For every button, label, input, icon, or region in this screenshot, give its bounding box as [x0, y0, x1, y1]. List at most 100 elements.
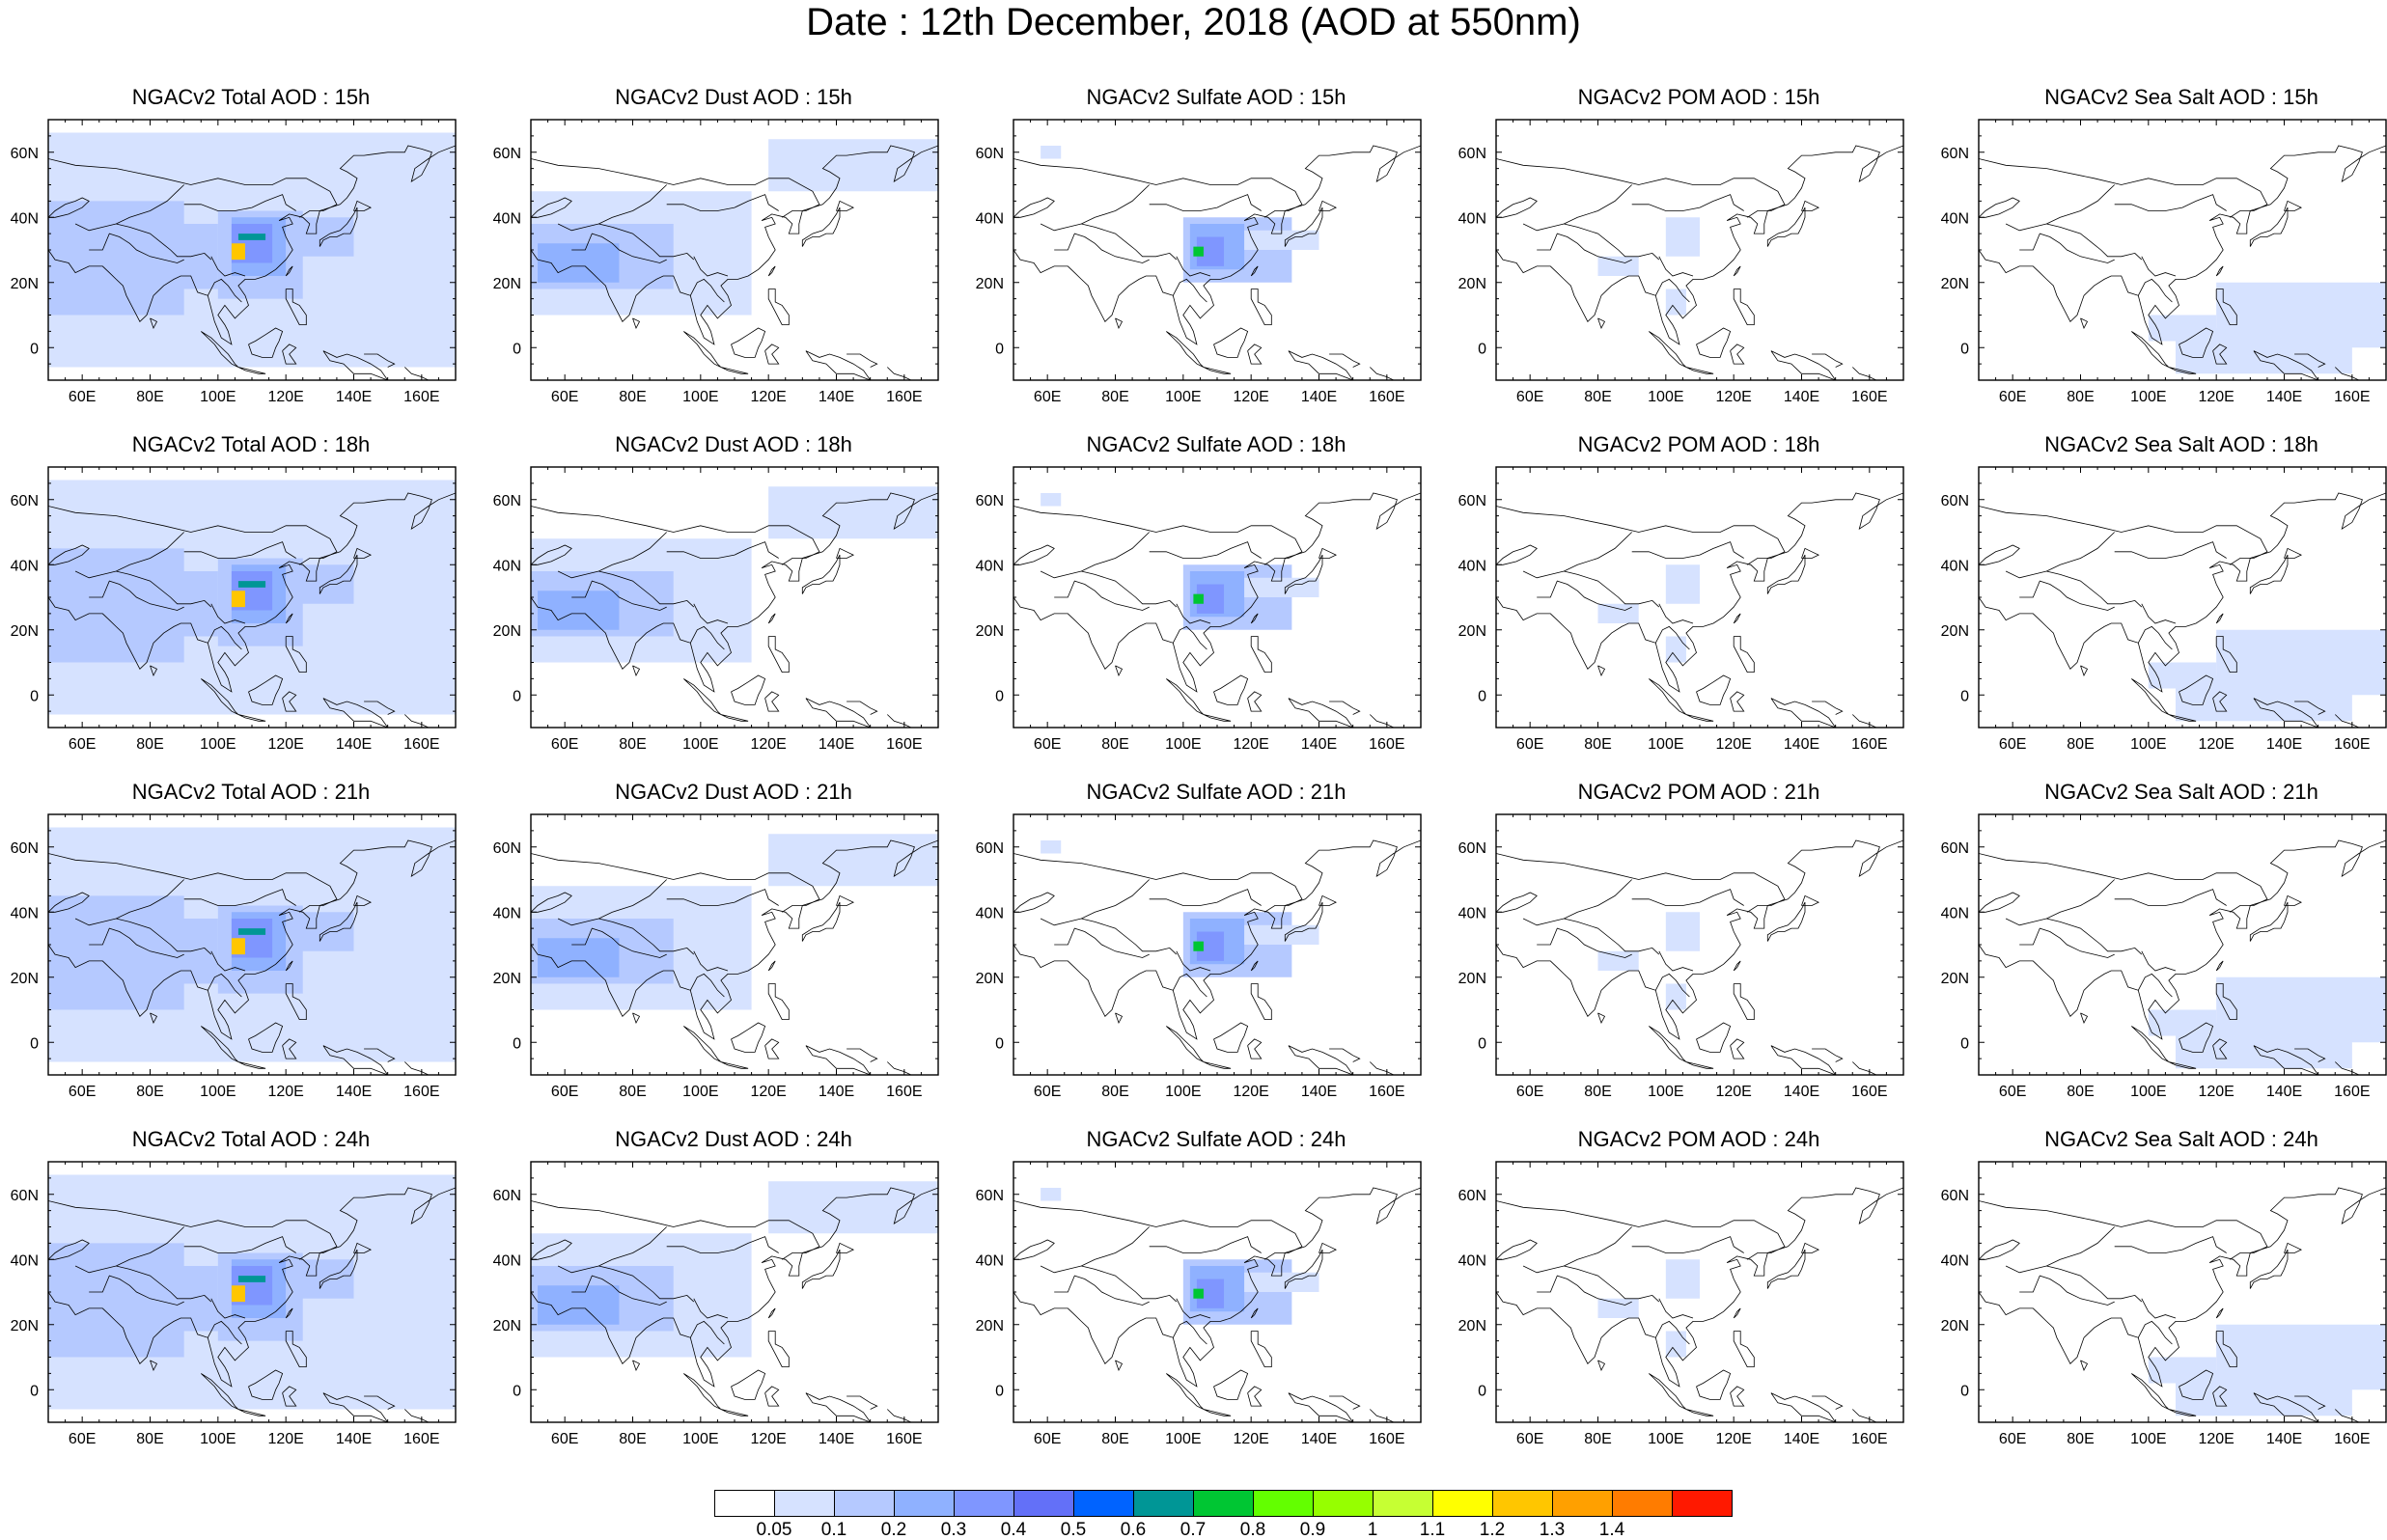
- lon-tick-label: 80E: [1584, 389, 1611, 405]
- lat-tick-label: 20N: [11, 276, 39, 292]
- lon-tick-label: 140E: [819, 736, 854, 753]
- aod-patch: [1193, 1288, 1204, 1299]
- lat-tick-label: 40N: [493, 1252, 521, 1269]
- map-panel: NGACv2 Sulfate AOD : 24h 60E 80E 100E 120E 14…: [975, 1127, 1457, 1474]
- lon-tick-label: 160E: [2334, 736, 2370, 753]
- lat-tick-label: 20N: [976, 971, 1004, 987]
- lat-tick-label: 40N: [493, 558, 521, 574]
- lon-tick-label: 60E: [1516, 389, 1543, 405]
- panel-title: NGACv2 Dust AOD : 21h: [615, 780, 852, 804]
- lon-tick-label: 120E: [1233, 1431, 1268, 1447]
- aod-map: 60E 80E 100E 120E 140E 160E 60N 40N 20N 0: [1458, 813, 1904, 1100]
- aod-patch: [1041, 146, 1062, 159]
- lon-tick-label: 80E: [619, 1084, 646, 1100]
- map-panel: NGACv2 POM AOD : 15h 60E 80E 100E 120E 140E 16…: [1457, 85, 1940, 432]
- colorbar-swatch: [1492, 1490, 1553, 1517]
- map-panel: NGACv2 Dust AOD : 18h 60E 80E 100E 120E 140E 1…: [492, 432, 975, 780]
- aod-map: 60E 80E 100E 120E 140E 160E 60N 40N 20N 0: [11, 119, 457, 405]
- panel-title: NGACv2 Sea Salt AOD : 18h: [2044, 432, 2318, 456]
- lat-tick-label: 0: [30, 1035, 39, 1052]
- lon-tick-label: 60E: [69, 389, 96, 405]
- aod-patch: [1665, 983, 1686, 1010]
- lon-tick-label: 80E: [1101, 389, 1128, 405]
- lon-tick-label: 60E: [551, 1431, 578, 1447]
- aod-patch: [768, 1181, 938, 1234]
- lon-tick-label: 140E: [819, 389, 854, 405]
- coastline-boundaries: [531, 1187, 938, 1422]
- lon-tick-label: 140E: [336, 1431, 372, 1447]
- lon-tick-label: 160E: [1851, 389, 1887, 405]
- coastline-boundaries: [1496, 492, 1903, 728]
- aod-shading: [1597, 1259, 1700, 1358]
- coastline-boundaries: [1496, 1187, 1903, 1422]
- panel-title: NGACv2 Dust AOD : 18h: [615, 432, 852, 456]
- aod-shading: [1041, 840, 1319, 977]
- aod-patch: [1041, 840, 1062, 854]
- lon-tick-label: 100E: [1648, 736, 1683, 753]
- aod-patch: [286, 564, 354, 604]
- aod-shading: [48, 480, 456, 715]
- aod-map: 60E 80E 100E 120E 140E 160E 60N 40N 20N 0: [976, 119, 1422, 405]
- panel-title: NGACv2 Total AOD : 24h: [131, 1127, 371, 1151]
- colorbar-label: 0.9: [1299, 1520, 1326, 1540]
- lon-tick-label: 140E: [2266, 1084, 2302, 1100]
- aod-patch: [1193, 246, 1204, 257]
- lon-tick-label: 160E: [1851, 736, 1887, 753]
- lat-tick-label: 60N: [976, 146, 1004, 162]
- lat-tick-label: 40N: [1941, 905, 1969, 921]
- map-panel: NGACv2 POM AOD : 21h 60E 80E 100E 120E 140E 16…: [1457, 780, 1940, 1127]
- aod-patch: [1244, 230, 1319, 250]
- aod-patch: [1665, 912, 1700, 951]
- lon-tick-label: 60E: [69, 1431, 96, 1447]
- lat-tick-label: 60N: [976, 493, 1004, 509]
- lat-tick-label: 60N: [976, 840, 1004, 857]
- lat-tick-label: 20N: [493, 623, 521, 640]
- lon-tick-label: 80E: [619, 389, 646, 405]
- lon-tick-label: 160E: [403, 389, 439, 405]
- lat-tick-label: 0: [995, 1035, 1004, 1052]
- colorbar-label: 1: [1367, 1520, 1378, 1540]
- aod-map: 60E 80E 100E 120E 140E 160E 60N 40N 20N 0: [1458, 119, 1904, 405]
- lon-tick-label: 140E: [1784, 1431, 1819, 1447]
- coastline-boundaries: [531, 145, 938, 380]
- lat-tick-label: 60N: [493, 493, 521, 509]
- aod-shading: [531, 139, 938, 316]
- map-panel: NGACv2 Total AOD : 15h 60E 80E 100E 120E 140E…: [10, 85, 492, 432]
- lon-tick-label: 120E: [2198, 1084, 2234, 1100]
- lon-tick-label: 60E: [1999, 389, 2026, 405]
- aod-patch: [237, 234, 266, 240]
- lat-tick-label: 20N: [976, 623, 1004, 640]
- lon-tick-label: 140E: [1784, 1084, 1819, 1100]
- aod-map: 60E 80E 100E 120E 140E 160E 60N 40N 20N 0: [1941, 466, 2387, 753]
- lat-tick-label: 20N: [976, 276, 1004, 292]
- lon-tick-label: 100E: [2130, 1084, 2166, 1100]
- lon-tick-label: 80E: [619, 736, 646, 753]
- lat-tick-label: 60N: [1458, 493, 1486, 509]
- lon-tick-label: 80E: [1101, 736, 1128, 753]
- lon-tick-label: 160E: [2334, 389, 2370, 405]
- colorbar-swatch: [1013, 1490, 1074, 1517]
- lat-tick-label: 20N: [976, 1318, 1004, 1334]
- panel-title: NGACv2 Total AOD : 21h: [131, 780, 371, 804]
- lon-tick-label: 100E: [682, 736, 718, 753]
- colorbar-swatch: [1073, 1490, 1134, 1517]
- map-panel: NGACv2 Sea Salt AOD : 15h 60E 80E 100E 120E 1…: [1940, 85, 2387, 432]
- colorbar-swatch: [834, 1490, 895, 1517]
- lon-tick-label: 60E: [1999, 736, 2026, 753]
- aod-map: 60E 80E 100E 120E 140E 160E 60N 40N 20N 0: [493, 466, 939, 753]
- lat-tick-label: 0: [1478, 1383, 1486, 1399]
- lon-tick-label: 100E: [2130, 1431, 2166, 1447]
- lat-tick-label: 40N: [1941, 1252, 1969, 1269]
- panel-title: NGACv2 POM AOD : 21h: [1577, 780, 1820, 804]
- coastline-boundaries: [531, 839, 938, 1075]
- aod-patch: [1665, 564, 1700, 604]
- lon-tick-label: 140E: [1301, 1084, 1337, 1100]
- lat-tick-label: 40N: [976, 558, 1004, 574]
- lon-tick-label: 100E: [1165, 736, 1201, 753]
- lat-tick-label: 0: [30, 341, 39, 357]
- lon-tick-label: 140E: [819, 1431, 854, 1447]
- aod-patch: [1665, 1259, 1700, 1299]
- aod-shading: [48, 1174, 456, 1410]
- aod-patch: [286, 912, 354, 951]
- coastline-boundaries: [48, 145, 456, 380]
